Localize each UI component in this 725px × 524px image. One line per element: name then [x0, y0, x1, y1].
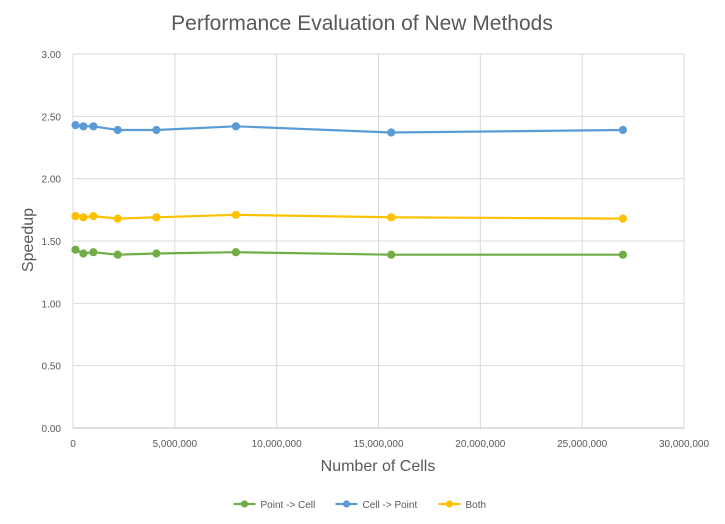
x-tick-label: 5,000,000: [153, 439, 198, 450]
data-point: [387, 213, 396, 222]
y-tick-label: 0.00: [42, 424, 62, 435]
data-point: [152, 125, 161, 135]
x-tick-label: 30,000,000: [659, 439, 709, 450]
data-point: [387, 250, 396, 259]
data-point: [79, 213, 88, 222]
y-tick-label: 3.00: [42, 50, 62, 61]
legend-item: Point -> Cell: [233, 500, 316, 511]
x-tick-label: 15,000,000: [353, 439, 403, 450]
y-tick-label: 1.50: [42, 237, 62, 248]
data-point: [89, 248, 98, 257]
data-point: [89, 122, 98, 131]
y-tick-label: 2.00: [42, 175, 62, 186]
tick-labels: 0.00 0.50 1.00 1.50 2.00 2.50 3.00 0 5,000,000 10…: [42, 50, 710, 450]
y-tick-label: 1.00: [42, 299, 62, 310]
y-tick-label: 0.50: [42, 362, 62, 373]
gridlines: [72, 53, 685, 429]
legend-item: Both: [438, 500, 487, 511]
data-point: [152, 213, 161, 222]
data-point: [113, 214, 122, 223]
x-tick-label: 10,000,000: [252, 439, 302, 450]
legend-item: Cell -> Point: [335, 500, 418, 511]
series-points: [71, 121, 628, 259]
legend: Point -> Cell Cell -> Point Both: [233, 500, 487, 511]
data-point: [618, 214, 628, 223]
x-tick-label: 0: [70, 439, 76, 450]
data-point: [113, 250, 122, 259]
x-axis-title: Number of Cells: [321, 458, 436, 475]
data-point: [71, 245, 80, 254]
data-point: [231, 122, 240, 131]
series-lines: [74, 123, 625, 256]
data-point: [618, 250, 628, 259]
y-axis-title: Speedup: [20, 208, 37, 272]
data-point: [71, 121, 80, 130]
data-point: [618, 125, 628, 135]
legend-swatch-marker: [445, 500, 454, 508]
data-point: [79, 122, 88, 131]
legend-label: Both: [466, 500, 487, 511]
data-point: [113, 125, 122, 135]
y-tick-label: 2.50: [42, 112, 62, 123]
data-point: [71, 212, 80, 221]
data-point: [231, 210, 240, 219]
legend-label: Cell -> Point: [363, 500, 418, 511]
x-tick-label: 25,000,000: [557, 439, 607, 450]
chart-title: Performance Evaluation of New Methods: [171, 12, 553, 35]
x-tick-label: 20,000,000: [455, 439, 505, 450]
data-point: [89, 212, 98, 221]
legend-swatch-marker: [240, 500, 249, 508]
data-point: [231, 248, 240, 257]
data-point: [152, 249, 161, 258]
data-point: [79, 249, 88, 258]
data-point: [387, 128, 396, 137]
legend-label: Point -> Cell: [261, 500, 316, 511]
legend-swatch-marker: [342, 500, 351, 508]
